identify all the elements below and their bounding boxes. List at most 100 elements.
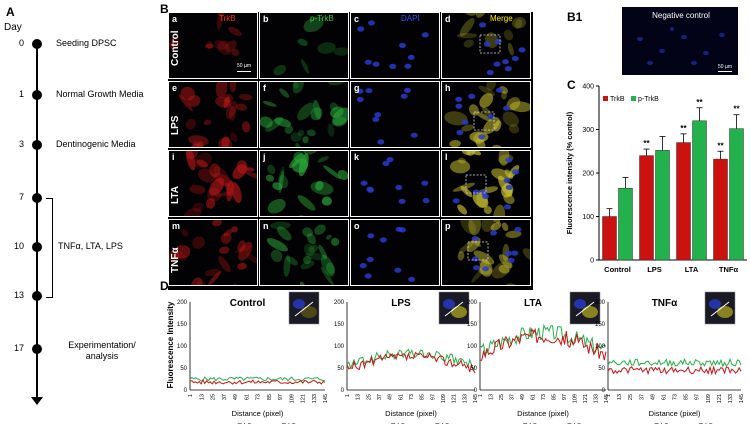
- profile-y-tick: 200: [177, 300, 188, 306]
- bar: [602, 216, 617, 261]
- timeline-dot: [32, 242, 42, 252]
- profile-y-tick: 0: [184, 388, 188, 394]
- profile-x-tick: 109: [289, 394, 295, 403]
- legend-label: p-TrkB: [638, 96, 659, 103]
- profile-x-tick: 97: [278, 394, 284, 400]
- micrograph-letter: h: [445, 83, 451, 93]
- bar-chart: 0 100 200 300 400 Fluorescence intensity (% c…: [565, 84, 747, 274]
- profile-y-tick: 200: [334, 300, 345, 306]
- profile-x-tick: 37: [377, 394, 383, 400]
- micrograph-cell: k: [350, 150, 440, 217]
- micrograph-column-title: TrkB: [219, 14, 236, 23]
- micrograph-column-title: DAPI: [401, 14, 420, 23]
- profile-x-tick: 73: [256, 394, 262, 400]
- profile-x-tick: 145: [323, 394, 329, 403]
- micrograph-image: [169, 13, 242, 56]
- bar: [639, 155, 654, 261]
- negative-control-image: Negative control 50 µm: [621, 6, 739, 76]
- timeline-day: 13: [13, 290, 24, 300]
- profile-x-tick: 13: [356, 394, 362, 400]
- timeline-day: 3: [18, 139, 24, 149]
- bar: [676, 142, 691, 261]
- timeline-day: 0: [18, 38, 24, 48]
- micrograph-image: [266, 221, 340, 285]
- profile-x-tick: 25: [211, 394, 217, 400]
- micrograph-cell: i: [168, 150, 258, 217]
- timeline-day: 1: [18, 89, 24, 99]
- bar: [713, 158, 728, 261]
- negative-scale-bar-label: 50 µm: [718, 64, 732, 70]
- micrograph-letter: o: [354, 221, 360, 231]
- micrograph-letter: k: [354, 152, 360, 162]
- profile-x-tick: 1: [478, 394, 484, 397]
- micrograph-column-title: Merge: [490, 14, 513, 23]
- profile-y-tick: 150: [595, 322, 606, 328]
- timeline-event-label: Normal Growth Media: [56, 89, 144, 99]
- profile-x-tick: 25: [366, 394, 372, 400]
- profile-x-tick: 61: [531, 394, 537, 400]
- micrograph-image: [357, 20, 429, 69]
- micrograph-cell: a TrkB 50 µm: [168, 12, 258, 79]
- profile-x-tick: 145: [604, 394, 610, 403]
- micrograph-letter: i: [172, 152, 175, 162]
- y-axis-label: Fluorescence intensity (% control): [565, 111, 574, 234]
- negative-control-nuclei: [637, 27, 725, 65]
- profile-line-ptrkb: [189, 376, 325, 382]
- profile-x-tick: 61: [244, 394, 250, 400]
- micrograph-cell: g: [350, 81, 440, 148]
- timeline-day: 7: [18, 192, 24, 202]
- micrograph-letter: f: [263, 83, 266, 93]
- timeline-dot: [32, 193, 42, 203]
- profile-x-label: Distance (pixel): [649, 409, 701, 418]
- profile-x-tick: 49: [650, 394, 656, 400]
- panel-label-d: D: [160, 279, 169, 293]
- profile-x-tick: 1: [345, 394, 351, 397]
- micrograph-letter: l: [445, 152, 448, 162]
- profile-y-tick: 100: [467, 344, 478, 350]
- profile-x-tick: 109: [706, 394, 712, 403]
- significance-marker: **: [680, 124, 687, 133]
- micrograph-image: [356, 87, 418, 145]
- profile-y-tick: 0: [602, 388, 606, 394]
- profile-y-tick: 100: [595, 344, 606, 350]
- profile-y-tick: 0: [341, 388, 345, 394]
- profile-x-tick: 145: [473, 394, 479, 403]
- profile-x-tick: 133: [462, 394, 468, 403]
- scale-bar-label: 50 µm: [237, 63, 251, 69]
- micrograph-image: [360, 157, 430, 204]
- micrograph-image: [265, 151, 348, 216]
- profile-x-tick: 85: [552, 394, 558, 400]
- profile-line-trkb: [189, 378, 326, 385]
- significance-marker: **: [717, 141, 724, 150]
- profile-x-tick: 97: [562, 394, 568, 400]
- bar: [655, 150, 670, 261]
- micrograph-cell: e: [168, 81, 258, 148]
- profile-x-tick: 97: [430, 394, 436, 400]
- profile-title: LPS: [391, 298, 411, 309]
- panel-label-c: C: [567, 78, 576, 92]
- micrograph-cell: f: [259, 81, 349, 148]
- micrograph-letter: j: [263, 152, 266, 162]
- micrograph-cell: c DAPI: [350, 12, 440, 79]
- profile-x-tick: 73: [409, 394, 415, 400]
- micrograph-image: [444, 82, 530, 147]
- panel-label-a: A: [6, 5, 15, 19]
- y-tick-label: 200: [582, 171, 594, 178]
- timeline-dot: [32, 140, 42, 150]
- profile-x-label: Distance (pixel): [385, 409, 437, 418]
- category-label: LTA: [685, 265, 699, 274]
- profile-x-tick: 73: [541, 394, 547, 400]
- profile-x-tick: 85: [267, 394, 273, 400]
- legend-label: TrkB: [610, 96, 625, 103]
- micrograph-image: [359, 226, 416, 282]
- timeline-dot: [32, 344, 42, 354]
- profile-x-tick: 37: [639, 394, 645, 400]
- profile-x-tick: 133: [594, 394, 600, 403]
- bar: [618, 187, 633, 261]
- bar: [729, 128, 744, 261]
- profile-x-tick: 37: [222, 394, 228, 400]
- micrograph-cell: l: [441, 150, 531, 217]
- micrograph-column-title: p-TrkB: [310, 14, 334, 23]
- micrograph-letter: d: [445, 14, 451, 24]
